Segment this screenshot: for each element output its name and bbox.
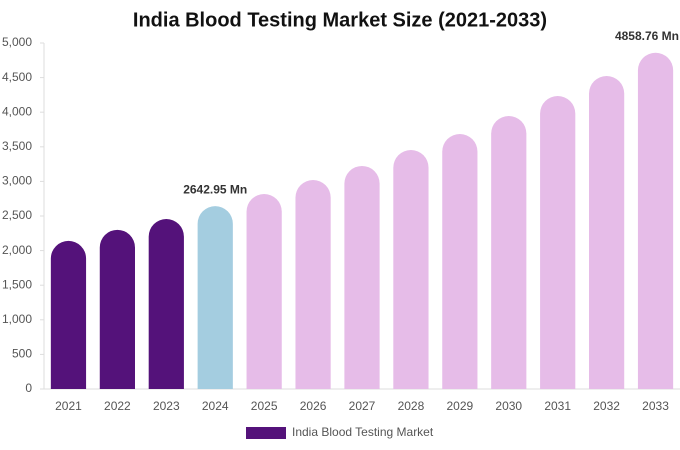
x-tick-label: 2028 <box>398 399 425 413</box>
y-tick-label: 3,000 <box>2 174 32 188</box>
legend-label: India Blood Testing Market <box>292 425 434 439</box>
bar <box>540 96 576 389</box>
y-tick-label: 1,000 <box>2 312 32 326</box>
y-tick-label: 2,500 <box>2 208 32 222</box>
y-tick-label: 1,500 <box>2 277 32 291</box>
bar <box>246 194 282 389</box>
x-tick-label: 2024 <box>202 399 229 413</box>
bar <box>295 180 331 389</box>
x-tick-label: 2026 <box>300 399 327 413</box>
x-tick-label: 2029 <box>446 399 473 413</box>
bar <box>491 116 527 389</box>
bar <box>589 76 625 389</box>
legend-swatch <box>246 427 286 439</box>
bar <box>148 218 184 389</box>
x-tick-label: 2021 <box>55 399 82 413</box>
value-label: 2642.95 Mn <box>183 182 247 196</box>
chart-title: India Blood Testing Market Size (2021-20… <box>133 9 547 31</box>
bar <box>50 240 87 389</box>
y-tick-label: 5,000 <box>2 35 32 49</box>
bar <box>637 52 674 390</box>
y-tick-label: 2,000 <box>2 243 32 257</box>
bar <box>344 165 380 389</box>
bar <box>99 229 135 389</box>
y-tick-label: 0 <box>25 381 32 395</box>
x-tick-label: 2023 <box>153 399 180 413</box>
x-tick-label: 2032 <box>593 399 620 413</box>
y-tick-label: 4,000 <box>2 104 32 118</box>
x-tick-label: 2025 <box>251 399 278 413</box>
bar <box>393 149 429 389</box>
x-tick-label: 2030 <box>495 399 522 413</box>
y-tick-label: 3,500 <box>2 139 32 153</box>
y-tick-label: 4,500 <box>2 70 32 84</box>
y-tick-label: 500 <box>12 347 32 361</box>
x-tick-label: 2033 <box>642 399 669 413</box>
x-tick-label: 2022 <box>104 399 131 413</box>
x-tick-label: 2027 <box>349 399 376 413</box>
value-label: 4858.76 Mn <box>615 29 679 43</box>
bar <box>442 133 478 389</box>
x-tick-label: 2031 <box>544 399 571 413</box>
bar <box>197 206 233 389</box>
